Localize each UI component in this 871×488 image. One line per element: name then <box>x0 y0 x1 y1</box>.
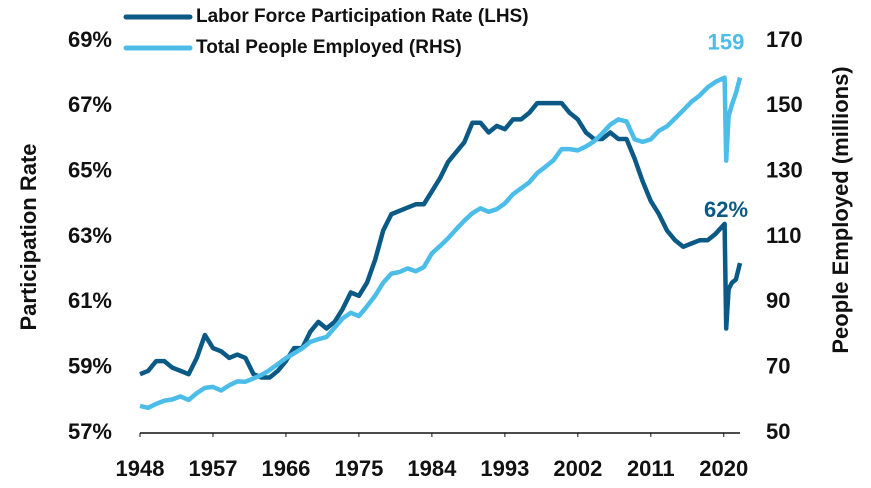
x-tick-label: 1993 <box>480 456 529 481</box>
x-tick-label: 1957 <box>188 456 237 481</box>
y2-tick-label: 150 <box>766 92 803 117</box>
x-tick-label: 2020 <box>699 456 748 481</box>
series-line <box>139 75 743 411</box>
y2-tick-label: 50 <box>766 419 790 444</box>
y-tick-label: 67% <box>68 92 112 117</box>
legend-label: Total People Employed (RHS) <box>196 37 462 58</box>
y-tick-label: 65% <box>68 157 112 182</box>
y-tick-label: 61% <box>68 288 112 313</box>
end-label: 62% <box>704 197 748 222</box>
series-line <box>139 100 743 380</box>
y-tick-label: 57% <box>68 419 112 444</box>
x-tick-label: 1948 <box>116 456 165 481</box>
y2-axis-label: People Employed (millions) <box>828 66 853 353</box>
x-tick-label: 2011 <box>627 456 675 481</box>
y-axis-label: Participation Rate <box>16 143 41 330</box>
y2-tick-label: 110 <box>766 223 802 248</box>
x-tick-label: 1984 <box>407 456 457 481</box>
x-tick-label: 1975 <box>334 456 383 481</box>
y2-tick-label: 170 <box>766 27 803 52</box>
y2-tick-label: 90 <box>766 288 790 313</box>
end-label: 159 <box>708 29 745 54</box>
y-tick-label: 59% <box>68 353 112 378</box>
y2-tick-label: 130 <box>766 157 803 182</box>
x-tick-label: 2002 <box>553 456 602 481</box>
y-tick-label: 69% <box>68 27 112 52</box>
x-tick-label: 1966 <box>261 456 310 481</box>
y2-tick-label: 70 <box>766 353 790 378</box>
y-tick-label: 63% <box>68 223 112 248</box>
legend-label: Labor Force Participation Rate (LHS) <box>196 6 529 27</box>
